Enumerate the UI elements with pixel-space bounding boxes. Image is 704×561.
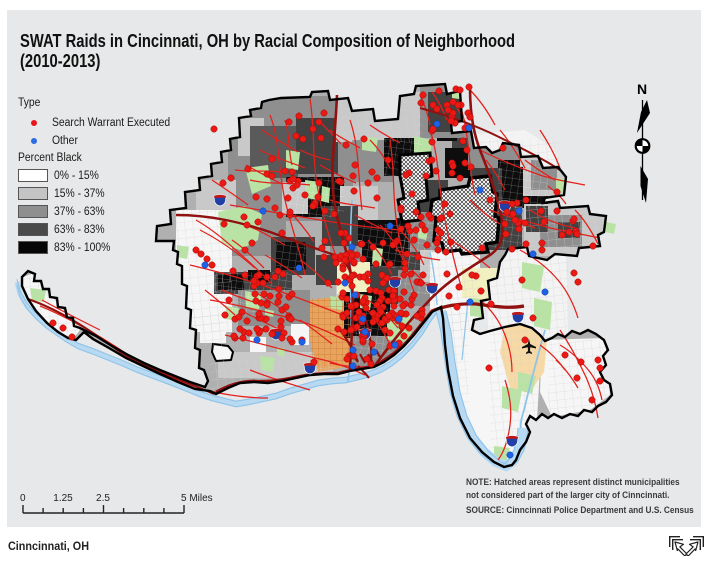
svg-text:0: 0 [20,493,26,504]
svg-text:1.25: 1.25 [53,493,73,504]
svg-text:2.5: 2.5 [96,493,110,504]
svg-text:5 Miles: 5 Miles [181,493,213,504]
svg-text:N: N [637,81,647,97]
